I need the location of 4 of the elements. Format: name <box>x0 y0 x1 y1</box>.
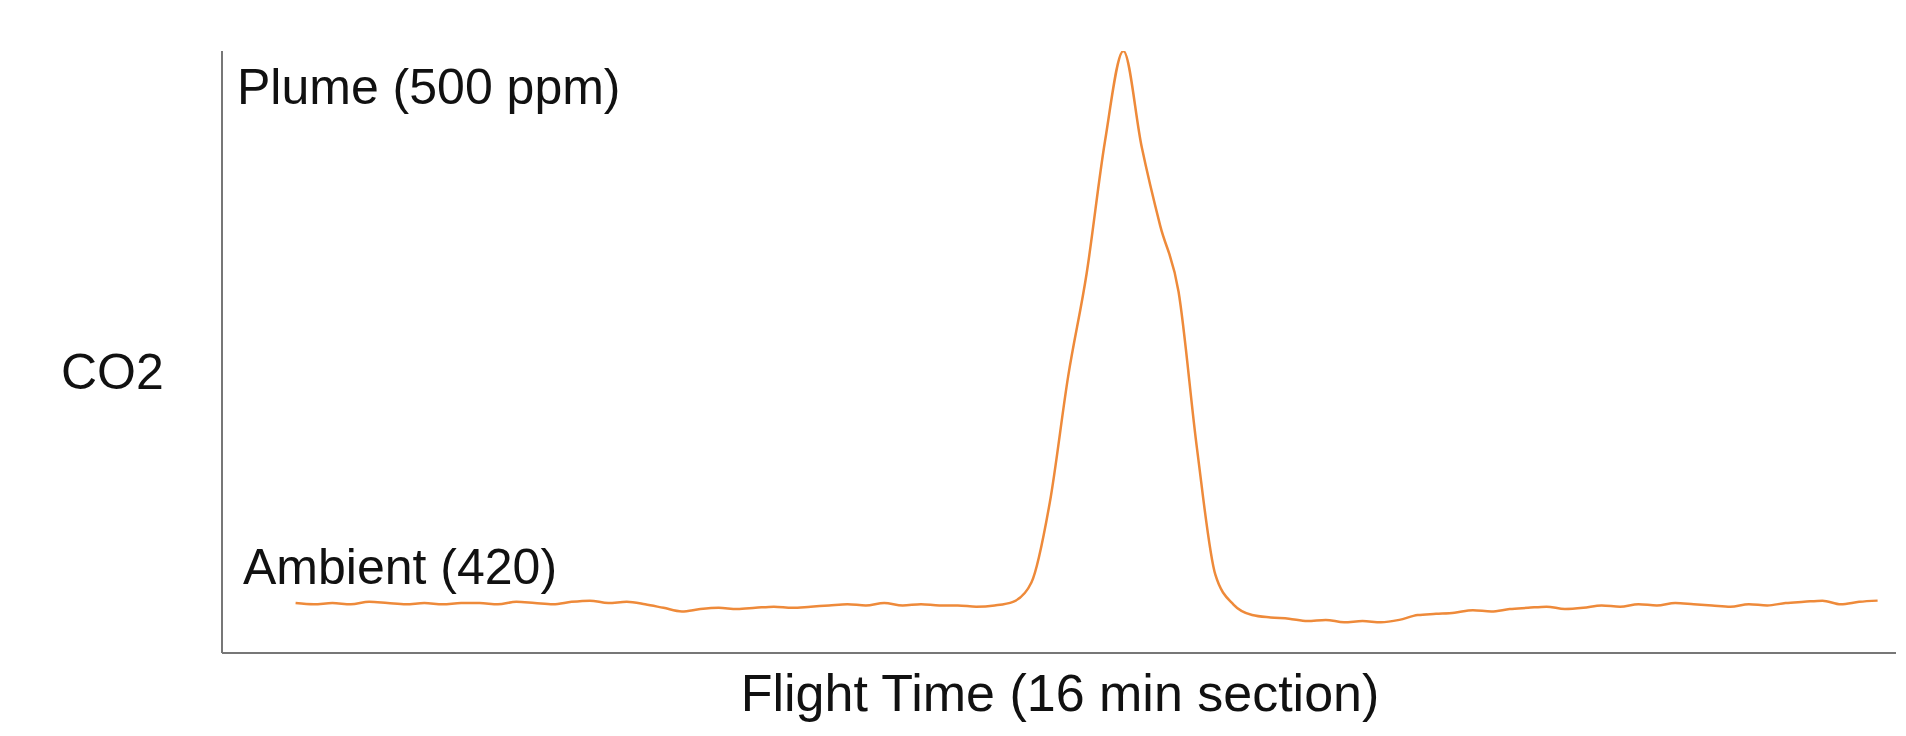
annotation: Plume (500 ppm) <box>237 58 621 116</box>
y-axis-title: CO2 <box>61 343 164 401</box>
annotation: Ambient (420) <box>243 538 558 596</box>
x-axis-title: Flight Time (16 min section) <box>739 663 1381 723</box>
